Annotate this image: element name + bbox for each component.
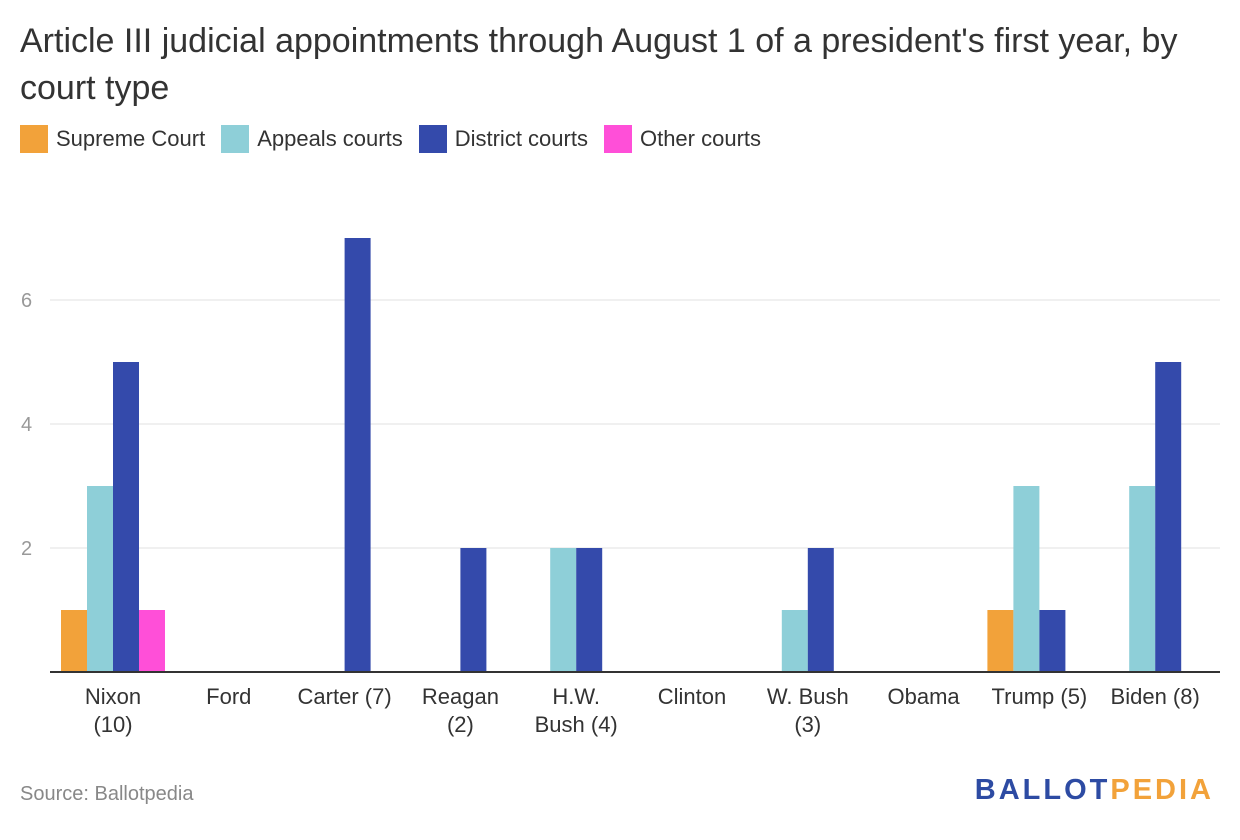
- bar-nixon-appeals-courts: [87, 486, 113, 672]
- x-tick-label-0-1: (10): [93, 712, 132, 737]
- bar-trump-5--district-courts: [1039, 610, 1066, 672]
- source-note: Source: Ballotpedia: [20, 783, 194, 805]
- x-tick-label-3-0: Reagan: [422, 684, 499, 709]
- bar-reagan-district-courts: [460, 548, 487, 672]
- legend-swatch-other-courts: [603, 125, 632, 153]
- legend-item-district-courts: District courts: [418, 125, 588, 153]
- y-tick-label-2: 2: [21, 538, 32, 560]
- x-tick-label-6-1: (3): [794, 712, 821, 737]
- legend-swatch-district-courts: [418, 125, 447, 153]
- bar-biden-8--district-courts: [1155, 362, 1182, 672]
- y-tick-label-4: 4: [21, 414, 32, 436]
- legend-item-appeals-courts: Appeals courts: [221, 125, 403, 153]
- x-tick-label-5-0: Clinton: [658, 684, 726, 709]
- legend-label-appeals-courts: Appeals courts: [257, 126, 403, 151]
- bar-w-bush-appeals-courts: [781, 610, 808, 672]
- x-tick-label-3-1: (2): [447, 712, 474, 737]
- bar-trump-5--supreme-court: [987, 610, 1014, 672]
- legend-swatch-supreme-court: [20, 125, 48, 153]
- x-tick-label-4-1: Bush (4): [535, 712, 618, 737]
- x-tick-label-6-0: W. Bush: [767, 684, 849, 709]
- legend-item-supreme-court: Supreme Court: [20, 125, 205, 153]
- legend-label-other-courts: Other courts: [639, 126, 762, 151]
- bar-h-w--district-courts: [576, 548, 603, 672]
- bar-carter-7--district-courts: [344, 238, 371, 672]
- bar-nixon-district-courts: [113, 362, 139, 672]
- legend-label-district-courts: District courts: [454, 126, 588, 151]
- bar-nixon-other-courts: [139, 610, 165, 672]
- x-tick-label-8-0: Trump (5): [992, 684, 1088, 709]
- bar-w-bush-district-courts: [807, 548, 834, 672]
- x-tick-label-0-0: Nixon: [85, 684, 141, 709]
- x-tick-label-2-0: Carter (7): [298, 684, 392, 709]
- chart-title: Article III judicial appointments throug…: [20, 22, 1178, 107]
- x-tick-label-1-0: Ford: [206, 684, 251, 709]
- legend-swatch-appeals-courts: [221, 125, 250, 153]
- bar-h-w--appeals-courts: [550, 548, 577, 672]
- legend: Supreme Court Appeals courts District co…: [20, 125, 777, 153]
- x-tick-label-9-0: Biden (8): [1111, 684, 1200, 709]
- legend-label-supreme-court: Supreme Court: [56, 126, 206, 151]
- bar-trump-5--appeals-courts: [1013, 486, 1040, 672]
- x-tick-label-7-0: Obama: [888, 684, 961, 709]
- legend-item-other-courts: Other courts: [603, 125, 762, 153]
- y-tick-label-6: 6: [21, 290, 32, 312]
- bar-biden-8--appeals-courts: [1129, 486, 1156, 672]
- bar-nixon-supreme-court: [61, 610, 87, 672]
- x-tick-label-4-0: H.W.: [552, 684, 600, 709]
- ballotpedia-logo: BALLOTPEDIA: [974, 774, 1214, 806]
